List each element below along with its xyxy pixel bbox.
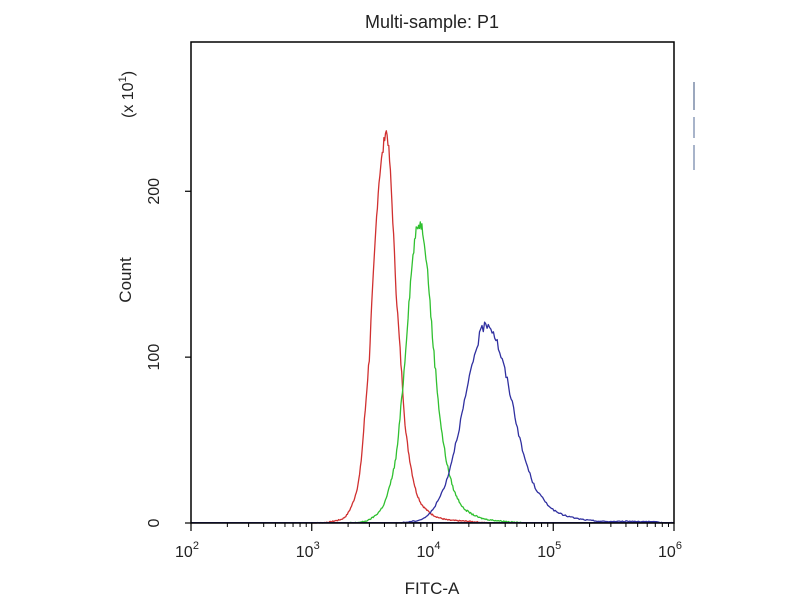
x-tick-exponent: 5 bbox=[555, 540, 561, 552]
x-tick-base: 10 bbox=[658, 544, 676, 561]
histogram-series-2 bbox=[347, 221, 527, 524]
x-tick-label: 102 bbox=[175, 540, 199, 561]
histogram-series-3 bbox=[395, 321, 675, 524]
x-tick-exponent: 3 bbox=[314, 540, 320, 552]
x-tick-label: 106 bbox=[658, 540, 682, 561]
y-axis-label: Count bbox=[116, 257, 135, 303]
x-tick-exponent: 6 bbox=[676, 540, 682, 552]
x-tick-exponent: 4 bbox=[434, 540, 440, 552]
chart-title: Multi-sample: P1 bbox=[365, 12, 499, 32]
x-axis-label: FITC-A bbox=[405, 579, 460, 598]
x-tick-base: 10 bbox=[537, 544, 555, 561]
y-multiplier-suffix: ) bbox=[120, 71, 137, 76]
x-tick-label: 103 bbox=[296, 540, 320, 561]
x-tick-base: 10 bbox=[417, 544, 435, 561]
y-axis-ticks: 0 100 200 bbox=[146, 178, 191, 527]
x-tick-label: 104 bbox=[417, 540, 441, 561]
y-tick-label: 100 bbox=[146, 344, 163, 371]
y-axis-multiplier: (x 101) bbox=[117, 71, 137, 118]
x-tick-exponent: 2 bbox=[193, 540, 199, 552]
y-tick-label: 200 bbox=[146, 178, 163, 205]
x-tick-base: 10 bbox=[175, 544, 193, 561]
x-tick-label: 105 bbox=[537, 540, 561, 561]
histogram-series-1 bbox=[311, 130, 491, 524]
y-multiplier-exponent: 1 bbox=[117, 76, 129, 82]
plot-frame bbox=[190, 41, 675, 524]
x-axis-ticks: 102 103 104 105 106 bbox=[175, 523, 682, 561]
series-group bbox=[191, 130, 675, 524]
x-tick-base: 10 bbox=[296, 544, 314, 561]
y-tick-label: 0 bbox=[146, 518, 163, 527]
y-multiplier-prefix: (x 10 bbox=[120, 82, 137, 118]
